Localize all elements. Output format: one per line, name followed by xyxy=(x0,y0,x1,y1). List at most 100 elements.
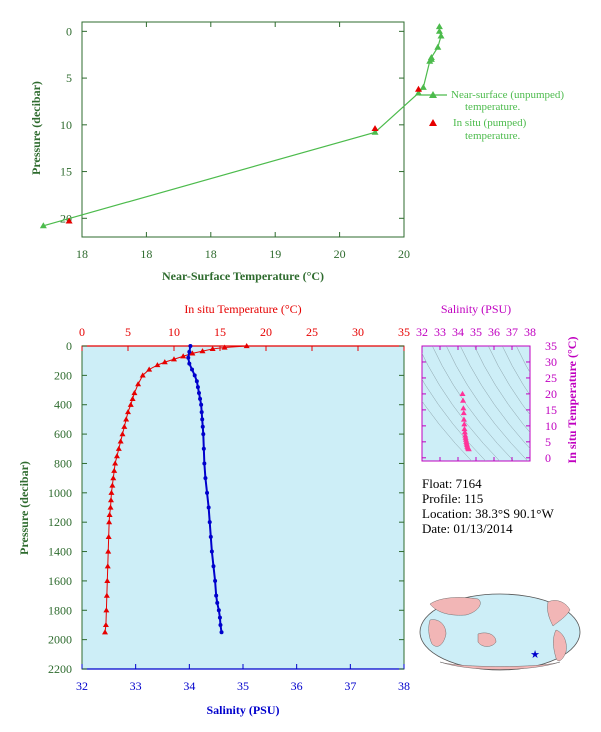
near-surface-pumped-point xyxy=(371,125,379,132)
salinity-point xyxy=(198,396,203,401)
ts-title: Salinity (PSU) xyxy=(441,302,511,316)
insitu-temperature-point xyxy=(243,343,250,349)
near-surface-x-tick-label: 18 xyxy=(76,247,88,261)
ts-point xyxy=(461,429,468,435)
near-surface-pumped-point xyxy=(65,217,73,224)
legend-label-pumped-2: temperature. xyxy=(465,130,521,142)
salinity-point xyxy=(187,349,192,354)
ts-point xyxy=(461,421,468,427)
profile-temperature-tick-label: 25 xyxy=(306,325,318,339)
salinity-point xyxy=(196,390,201,395)
salinity-point xyxy=(194,379,199,384)
salinity-point xyxy=(188,344,193,348)
ts-y-tick-label: 20 xyxy=(545,387,557,401)
legend-label-unpumped-2: temperature. xyxy=(465,101,521,113)
profile-date: Date: 01/13/2014 xyxy=(422,521,513,536)
salinity-point xyxy=(218,622,223,627)
near-surface-unpumped-point xyxy=(437,32,445,39)
insitu-temperature-point xyxy=(104,577,111,584)
float-info: Float: 7164 Profile: 115 Location: 38.3°… xyxy=(422,476,554,536)
salinity-point xyxy=(208,534,213,539)
insitu-temperature-point xyxy=(110,475,117,481)
float-location: Location: 38.3°S 90.1°W xyxy=(422,506,554,521)
insitu-temperature-point xyxy=(139,372,146,378)
insitu-temperature-point xyxy=(131,389,138,396)
ts-series xyxy=(459,390,472,452)
insitu-temperature-point xyxy=(105,548,112,554)
profile-y-tick-label: 400 xyxy=(54,398,72,412)
salinity-point xyxy=(205,490,210,495)
profile-ticks: 32 33 34 35 36 37 38 0 5 10 15 20 25 30 35 0 200 400 600 80… xyxy=(48,325,410,693)
ts-x-tick-label: 34 xyxy=(452,325,464,339)
insitu-temperature-point xyxy=(107,504,114,510)
near-surface-unpumped-point xyxy=(435,23,443,30)
ts-point xyxy=(461,426,468,432)
near-surface-x-tick-label: 19 xyxy=(269,247,281,261)
near-surface-y-tick-label: 0 xyxy=(66,24,72,38)
insitu-temperature-point xyxy=(108,489,115,495)
insitu-temperature-point xyxy=(199,348,206,354)
ts-y-tick-label: 30 xyxy=(545,355,557,369)
insitu-temperature-point xyxy=(161,359,168,365)
near-surface-plot-frame xyxy=(81,21,405,238)
profile-y-tick-label: 600 xyxy=(54,427,72,441)
ts-point xyxy=(460,405,467,411)
map-land-australia xyxy=(477,632,497,647)
insitu-temperature-point xyxy=(154,362,161,368)
map-land-antarctica xyxy=(439,661,561,670)
ts-point xyxy=(460,416,467,422)
insitu-temperature-point xyxy=(105,533,112,539)
insitu-temperature-point xyxy=(113,453,120,459)
ts-point xyxy=(462,432,469,438)
insitu-temperature-point xyxy=(189,350,196,356)
insitu-temperature-point xyxy=(146,366,153,372)
insitu-temperature-point xyxy=(103,607,110,613)
profile-y-tick-label: 2000 xyxy=(48,633,72,647)
profile-temperature-tick-label: 20 xyxy=(260,325,272,339)
profile-y-tick-label: 800 xyxy=(54,456,72,470)
ts-y-tick-label: 10 xyxy=(545,419,557,433)
salinity-point xyxy=(201,432,206,437)
insitu-temperature-point xyxy=(171,356,177,362)
insitu-temperature-point xyxy=(135,381,142,387)
profile-y-tick-label: 1000 xyxy=(48,486,72,500)
profile-temperature-tick-label: 15 xyxy=(214,325,226,339)
profile-salinity-tick-label: 34 xyxy=(183,679,195,693)
profile-salinity-tick-label: 37 xyxy=(344,679,356,693)
profile-salinity-tick-label: 36 xyxy=(291,679,303,693)
salinity-point xyxy=(201,446,206,451)
near-surface-unpumped-point xyxy=(434,43,442,50)
salinity-point xyxy=(187,361,192,366)
ts-density-contour xyxy=(422,353,501,461)
profile-salinity-tick-label: 35 xyxy=(237,679,249,693)
ts-density-contours xyxy=(422,346,530,461)
legend-label-unpumped-1: Near-surface (unpumped) xyxy=(451,89,564,101)
insitu-temperature-point xyxy=(106,519,113,525)
legend-label-pumped-1: In situ (pumped) xyxy=(453,117,527,129)
salinity-point xyxy=(214,593,219,598)
profile-temperature-tick-label: 10 xyxy=(168,325,180,339)
profile-plot-background xyxy=(81,345,405,670)
ts-density-contour xyxy=(422,400,473,461)
insitu-temperature-point xyxy=(119,431,126,437)
near-surface-unpumped-line xyxy=(43,26,442,227)
profile-bottom-xlabel: Salinity (PSU) xyxy=(206,703,279,717)
ts-point xyxy=(460,410,467,416)
ts-x-tick-label: 37 xyxy=(506,325,518,339)
near-surface-pumped-point xyxy=(414,85,422,92)
ts-y-tick-label: 0 xyxy=(545,451,551,465)
near-surface-y-tick-label: 15 xyxy=(60,165,72,179)
salinity-point xyxy=(215,600,220,605)
salinity-point xyxy=(217,615,222,620)
insitu-temperature-point xyxy=(103,592,110,598)
salinity-point xyxy=(200,424,205,429)
profile-panel: 32 33 34 35 36 37 38 0 5 10 15 20 25 30 35 0 200 400 600 80… xyxy=(17,302,410,717)
ts-point xyxy=(459,390,466,397)
near-surface-y-tick-label: 5 xyxy=(66,71,72,85)
insitu-temperature-point xyxy=(129,395,136,401)
insitu-temperature-point xyxy=(123,416,130,422)
insitu-temperature-point xyxy=(112,460,119,466)
profile-temperature-tick-label: 5 xyxy=(125,325,131,339)
profile-y-tick-label: 1800 xyxy=(48,603,72,617)
